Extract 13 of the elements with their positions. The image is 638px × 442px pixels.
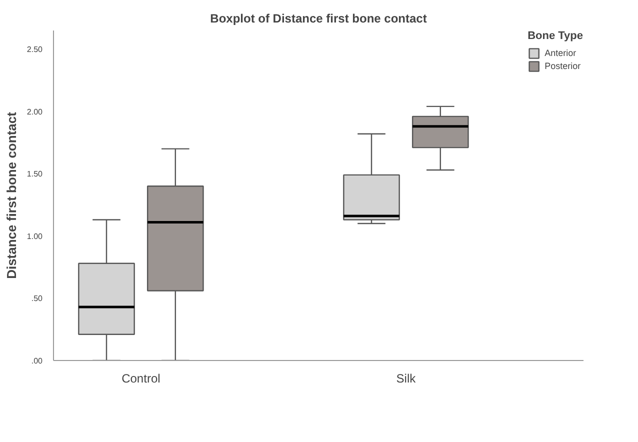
legend-title: Bone Type xyxy=(528,30,583,42)
y-tick-label: 1.00 xyxy=(26,232,44,241)
x-tick-label: Control xyxy=(122,372,160,386)
y-tick-label: 2.50 xyxy=(26,45,44,54)
legend-label: Anterior xyxy=(544,48,576,58)
legend-label: Posterior xyxy=(544,61,581,71)
y-tick-label: 2.00 xyxy=(26,107,44,116)
y-tick-label: 1.50 xyxy=(26,170,44,179)
y-tick-label: .50 xyxy=(31,294,44,304)
y-tick-label: .00 xyxy=(31,356,44,366)
y-axis-title: Distance first bone contact xyxy=(4,111,19,279)
x-tick-label: Silk xyxy=(396,372,417,386)
chart-title: Boxplot of Distance first bone contact xyxy=(210,12,427,26)
